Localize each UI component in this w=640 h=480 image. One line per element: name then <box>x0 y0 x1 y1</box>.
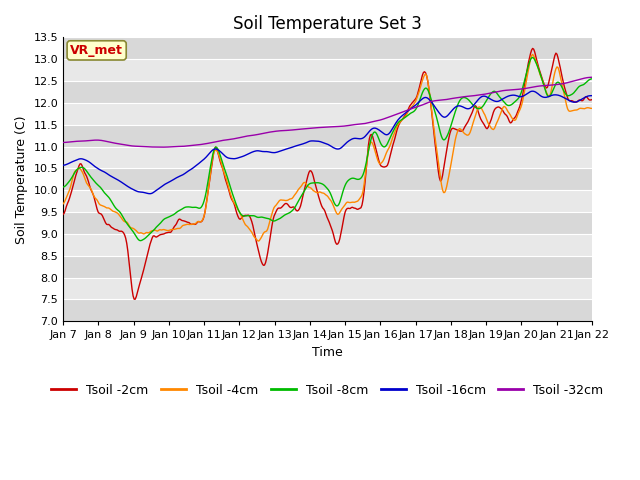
Tsoil -16cm <box>494 98 502 104</box>
Tsoil -8cm <box>577 83 585 88</box>
Tsoil -16cm <box>315 138 323 144</box>
Tsoil -32cm <box>588 74 596 80</box>
Bar <box>63 300 592 321</box>
Tsoil -32cm <box>375 118 383 123</box>
Tsoil -8cm <box>375 136 383 142</box>
Tsoil -8cm <box>60 184 67 190</box>
Bar <box>63 103 592 125</box>
Tsoil -16cm <box>588 93 596 98</box>
Line: Tsoil -8cm: Tsoil -8cm <box>63 58 592 240</box>
Bar <box>63 59 592 81</box>
Tsoil -32cm <box>315 125 323 131</box>
Tsoil -4cm <box>588 106 596 111</box>
Tsoil -32cm <box>346 122 354 128</box>
Tsoil -4cm <box>312 189 319 195</box>
Title: Soil Temperature Set 3: Soil Temperature Set 3 <box>233 15 422 33</box>
Tsoil -16cm <box>577 96 585 102</box>
Bar <box>63 125 592 146</box>
Tsoil -16cm <box>146 191 154 197</box>
X-axis label: Time: Time <box>312 346 343 359</box>
Line: Tsoil -32cm: Tsoil -32cm <box>63 77 592 147</box>
Tsoil -2cm <box>529 46 536 51</box>
Tsoil -8cm <box>137 238 145 243</box>
Tsoil -32cm <box>494 89 502 95</box>
Bar <box>63 212 592 234</box>
Tsoil -32cm <box>577 76 584 82</box>
Bar <box>63 37 592 59</box>
Tsoil -4cm <box>60 201 67 207</box>
Legend: Tsoil -2cm, Tsoil -4cm, Tsoil -8cm, Tsoil -16cm, Tsoil -32cm: Tsoil -2cm, Tsoil -4cm, Tsoil -8cm, Tsoi… <box>47 379 609 402</box>
Text: VR_met: VR_met <box>70 44 123 57</box>
Tsoil -16cm <box>60 162 67 168</box>
Tsoil -8cm <box>346 176 354 182</box>
Tsoil -16cm <box>529 88 536 94</box>
Bar <box>63 168 592 190</box>
Bar <box>63 256 592 277</box>
Line: Tsoil -16cm: Tsoil -16cm <box>63 91 592 194</box>
Tsoil -16cm <box>312 138 319 144</box>
Line: Tsoil -2cm: Tsoil -2cm <box>63 48 592 299</box>
Tsoil -2cm <box>375 158 383 164</box>
Tsoil -8cm <box>588 76 596 82</box>
Tsoil -2cm <box>494 104 502 110</box>
Tsoil -2cm <box>315 193 323 199</box>
Tsoil -8cm <box>315 180 323 186</box>
Tsoil -2cm <box>346 205 354 211</box>
Tsoil -16cm <box>346 137 354 143</box>
Tsoil -2cm <box>312 181 319 187</box>
Tsoil -4cm <box>375 160 383 166</box>
Bar <box>63 277 592 300</box>
Tsoil -2cm <box>577 98 585 104</box>
Tsoil -8cm <box>312 180 319 186</box>
Bar <box>63 146 592 168</box>
Tsoil -32cm <box>60 140 67 145</box>
Bar <box>63 234 592 256</box>
Tsoil -4cm <box>346 200 354 205</box>
Tsoil -4cm <box>577 106 585 111</box>
Tsoil -4cm <box>529 51 536 57</box>
Tsoil -8cm <box>494 92 502 97</box>
Tsoil -32cm <box>312 125 319 131</box>
Bar <box>63 81 592 103</box>
Y-axis label: Soil Temperature (C): Soil Temperature (C) <box>15 115 28 243</box>
Tsoil -2cm <box>588 97 596 103</box>
Tsoil -4cm <box>494 118 502 124</box>
Bar <box>63 190 592 212</box>
Tsoil -4cm <box>315 190 323 195</box>
Tsoil -4cm <box>254 238 262 244</box>
Tsoil -16cm <box>375 127 383 133</box>
Line: Tsoil -4cm: Tsoil -4cm <box>63 54 592 241</box>
Tsoil -2cm <box>131 296 138 302</box>
Tsoil -32cm <box>160 144 168 150</box>
Tsoil -8cm <box>529 55 536 60</box>
Tsoil -2cm <box>60 211 67 217</box>
